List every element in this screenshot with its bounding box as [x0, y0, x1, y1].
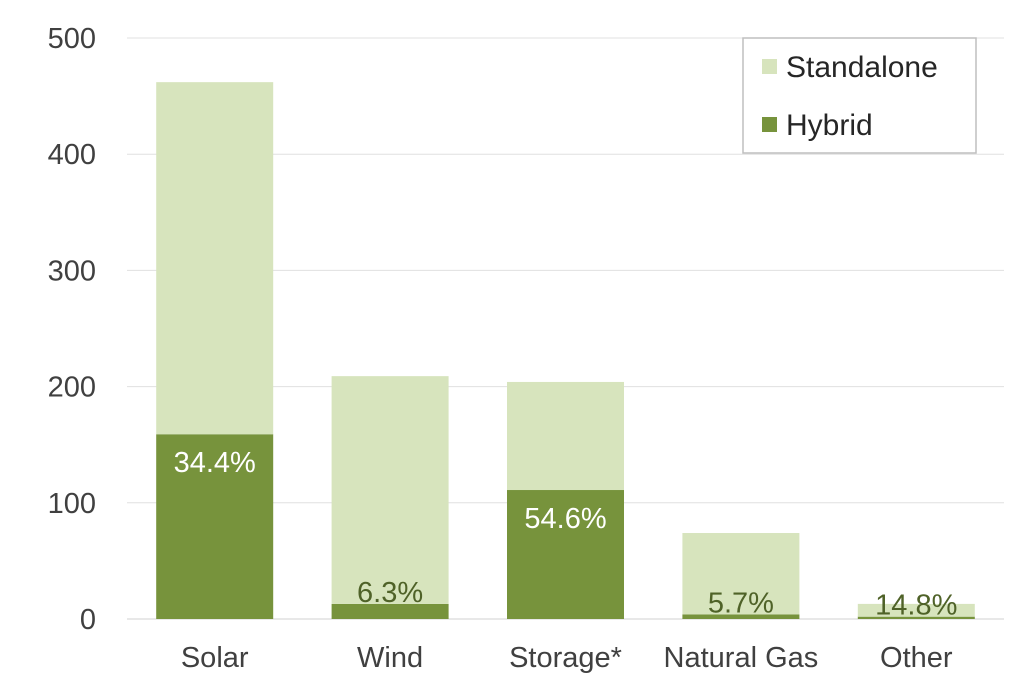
bar-standalone-other: [857, 603, 975, 617]
y-tick-label: 300: [48, 255, 96, 287]
bar-standalone-storage: [507, 381, 624, 491]
legend-swatch: [762, 59, 777, 74]
legend-label: Standalone: [786, 51, 938, 84]
bar-hybrid-wind: [331, 603, 449, 619]
bars: 34.4% 6.3% 54.6% 5.7% 14.8%: [156, 82, 975, 622]
legend: Standalone Hybrid: [742, 37, 977, 154]
bar-standalone-solar: [156, 82, 274, 435]
bar-standalone-natural-gas: [682, 533, 800, 615]
bar-hybrid-solar: [156, 434, 274, 619]
hybrid-share-label: 6.3%: [357, 577, 423, 609]
legend-box: [742, 37, 977, 154]
hybrid-share-label: 34.4%: [174, 447, 256, 479]
hybrid-share-label: 54.6%: [524, 503, 606, 535]
bar-hybrid-storage: [507, 490, 624, 619]
x-tick-label: Solar: [181, 642, 249, 674]
bar-hybrid-natural-gas: [682, 614, 800, 619]
x-axis-tick-labels: Solar Wind Storage* Natural Gas Other: [181, 642, 953, 674]
x-tick-label: Natural Gas: [664, 642, 819, 674]
y-tick-label: 500: [48, 23, 96, 55]
x-tick-label: Wind: [357, 642, 423, 674]
x-tick-label: Other: [880, 642, 953, 674]
y-tick-label: 0: [80, 604, 96, 636]
bar-hybrid-other: [857, 616, 975, 619]
legend-label: Hybrid: [786, 109, 873, 142]
y-tick-label: 100: [48, 488, 96, 520]
x-tick-label: Storage*: [509, 642, 622, 674]
y-axis-tick-labels: 0 100 200 300 400 500: [48, 23, 96, 636]
y-tick-label: 400: [48, 139, 96, 171]
y-tick-label: 200: [48, 372, 96, 404]
legend-swatch: [762, 117, 777, 132]
hybrid-share-label: 14.8%: [875, 590, 957, 622]
bar-standalone-wind: [331, 376, 449, 604]
hybrid-share-label: 5.7%: [708, 587, 774, 619]
